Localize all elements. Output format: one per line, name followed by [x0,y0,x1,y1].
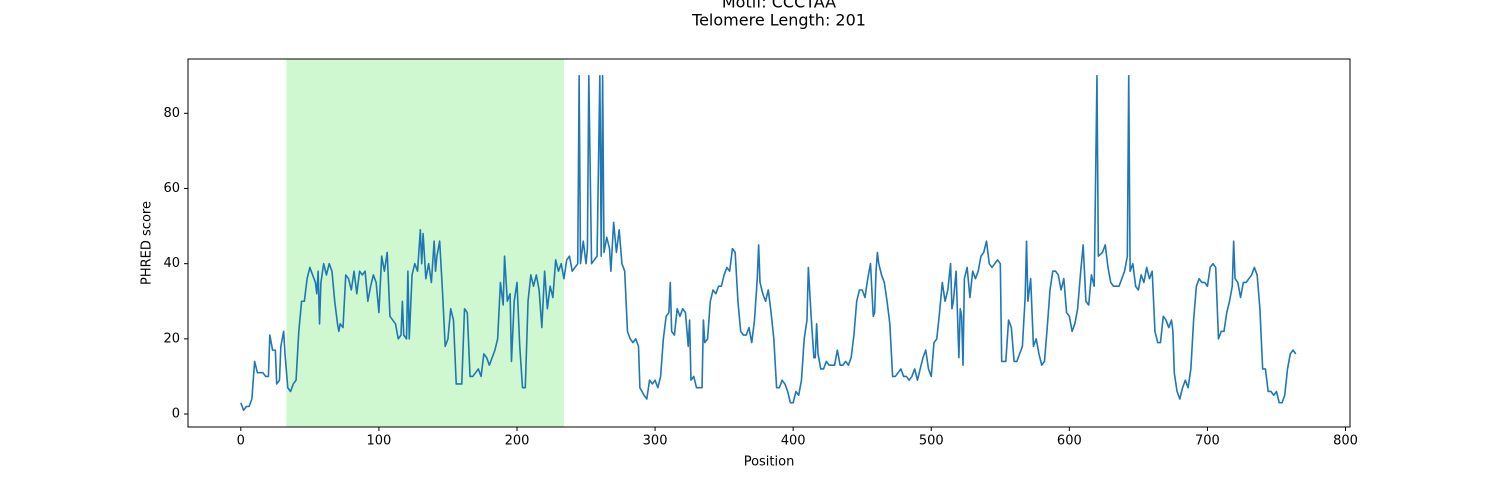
x-tick-label: 500 [919,434,944,449]
x-tick-label: 200 [505,434,530,449]
x-tick-label: 0 [237,434,245,449]
data-line [240,74,1297,412]
y-tick-label: 20 [163,331,180,346]
chart-subtitle: Telomere Length: 201 [691,11,866,30]
plot-area [240,59,1297,427]
x-tick-label: 100 [366,434,391,449]
chart-title: Motif: CCCTAA [722,0,836,12]
y-tick-label: 60 [163,181,180,196]
y-axis-label: PHRED score [140,201,155,285]
x-tick-label: 700 [1195,434,1220,449]
x-tick-label: 300 [643,434,668,449]
x-tick-label: 800 [1333,434,1358,449]
y-tick-label: 0 [172,407,180,422]
y-tick-label: 80 [163,106,180,121]
y-tick-label: 40 [163,256,180,271]
x-tick-label: 600 [1057,434,1082,449]
x-axis-label: Position [744,455,795,470]
axes-frame [187,58,1351,428]
x-tick-label: 400 [781,434,806,449]
highlight-span [286,59,564,427]
